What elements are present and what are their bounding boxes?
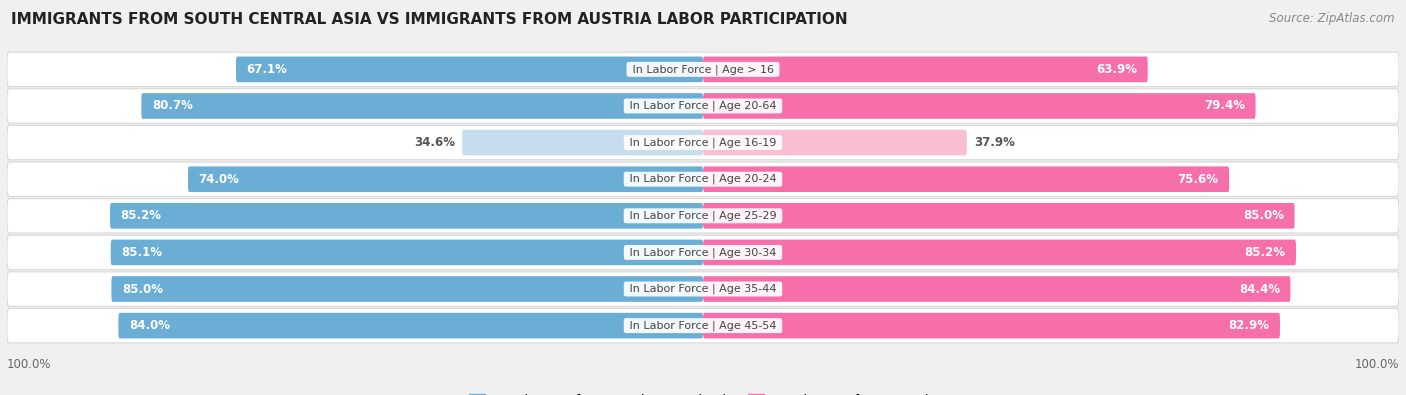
FancyBboxPatch shape (703, 203, 1295, 229)
FancyBboxPatch shape (7, 235, 1399, 270)
FancyBboxPatch shape (703, 240, 1296, 265)
Text: 75.6%: 75.6% (1178, 173, 1219, 186)
Text: 63.9%: 63.9% (1097, 63, 1137, 76)
Text: In Labor Force | Age 16-19: In Labor Force | Age 16-19 (626, 137, 780, 148)
Text: 85.0%: 85.0% (122, 282, 163, 295)
FancyBboxPatch shape (7, 52, 1399, 87)
Text: In Labor Force | Age 35-44: In Labor Force | Age 35-44 (626, 284, 780, 294)
Text: 34.6%: 34.6% (415, 136, 456, 149)
Text: IMMIGRANTS FROM SOUTH CENTRAL ASIA VS IMMIGRANTS FROM AUSTRIA LABOR PARTICIPATIO: IMMIGRANTS FROM SOUTH CENTRAL ASIA VS IM… (11, 12, 848, 27)
Text: In Labor Force | Age 45-54: In Labor Force | Age 45-54 (626, 320, 780, 331)
FancyBboxPatch shape (188, 166, 703, 192)
FancyBboxPatch shape (7, 89, 1399, 123)
FancyBboxPatch shape (118, 313, 703, 339)
FancyBboxPatch shape (111, 276, 703, 302)
Text: Source: ZipAtlas.com: Source: ZipAtlas.com (1270, 12, 1395, 25)
FancyBboxPatch shape (703, 276, 1291, 302)
Text: 85.0%: 85.0% (1243, 209, 1284, 222)
FancyBboxPatch shape (142, 93, 703, 119)
Text: In Labor Force | Age 25-29: In Labor Force | Age 25-29 (626, 211, 780, 221)
FancyBboxPatch shape (236, 56, 703, 82)
Text: 82.9%: 82.9% (1229, 319, 1270, 332)
Text: 80.7%: 80.7% (152, 100, 193, 113)
Text: 84.4%: 84.4% (1239, 282, 1279, 295)
FancyBboxPatch shape (463, 130, 703, 155)
Text: 37.9%: 37.9% (974, 136, 1015, 149)
FancyBboxPatch shape (7, 162, 1399, 196)
Text: 85.1%: 85.1% (121, 246, 162, 259)
Text: 100.0%: 100.0% (7, 358, 52, 371)
Text: In Labor Force | Age 30-34: In Labor Force | Age 30-34 (626, 247, 780, 258)
FancyBboxPatch shape (7, 272, 1399, 306)
Text: 100.0%: 100.0% (1354, 358, 1399, 371)
FancyBboxPatch shape (111, 240, 703, 265)
FancyBboxPatch shape (7, 199, 1399, 233)
Text: 67.1%: 67.1% (246, 63, 287, 76)
Text: 74.0%: 74.0% (198, 173, 239, 186)
FancyBboxPatch shape (703, 130, 967, 155)
Text: In Labor Force | Age > 16: In Labor Force | Age > 16 (628, 64, 778, 75)
FancyBboxPatch shape (703, 93, 1256, 119)
FancyBboxPatch shape (7, 308, 1399, 343)
FancyBboxPatch shape (703, 166, 1229, 192)
Legend: Immigrants from South Central Asia, Immigrants from Austria: Immigrants from South Central Asia, Immi… (470, 394, 936, 395)
Text: 85.2%: 85.2% (1244, 246, 1285, 259)
Text: In Labor Force | Age 20-64: In Labor Force | Age 20-64 (626, 101, 780, 111)
Text: 84.0%: 84.0% (129, 319, 170, 332)
Text: 85.2%: 85.2% (121, 209, 162, 222)
FancyBboxPatch shape (703, 313, 1279, 339)
FancyBboxPatch shape (7, 125, 1399, 160)
FancyBboxPatch shape (703, 56, 1147, 82)
Text: 79.4%: 79.4% (1204, 100, 1246, 113)
FancyBboxPatch shape (110, 203, 703, 229)
Text: In Labor Force | Age 20-24: In Labor Force | Age 20-24 (626, 174, 780, 184)
